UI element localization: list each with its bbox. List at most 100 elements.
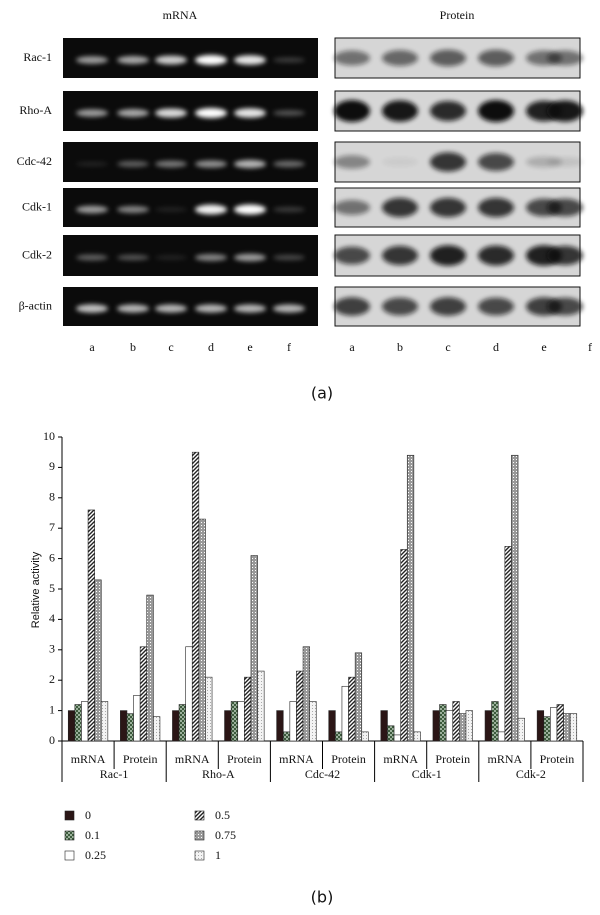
mrna-band <box>155 304 187 313</box>
x-tick-label: mRNA <box>71 752 106 766</box>
legend-label: 1 <box>215 848 221 862</box>
bar <box>439 704 447 742</box>
bar <box>536 710 545 742</box>
bar <box>67 710 76 742</box>
bar <box>459 713 467 742</box>
mrna-band <box>273 160 305 168</box>
y-axis-label: Relative activity <box>30 551 42 628</box>
bar <box>198 518 206 742</box>
mrna-band <box>76 109 108 117</box>
group-label: Rac-1 <box>100 767 129 781</box>
mrna-band <box>117 304 149 313</box>
x-tick-label: mRNA <box>383 752 418 766</box>
legend-swatch <box>64 850 75 861</box>
mrna-band <box>195 254 227 261</box>
protein-band <box>478 49 514 67</box>
bar <box>94 579 102 742</box>
protein-band <box>334 50 370 66</box>
bar <box>406 454 415 742</box>
bar <box>120 710 128 742</box>
protein-band <box>547 245 583 266</box>
row-label: Rac-1 <box>23 50 52 64</box>
x-tick-label: Protein <box>540 752 575 766</box>
lane-label: d <box>208 340 214 354</box>
bar <box>563 713 571 742</box>
legend-label: 0.25 <box>85 848 106 862</box>
bar <box>205 676 213 742</box>
mrna-band <box>234 253 266 262</box>
protein-band <box>547 100 583 122</box>
protein-band <box>430 101 466 121</box>
mrna-band <box>273 57 305 63</box>
protein-band <box>334 155 370 169</box>
protein-band <box>478 153 514 171</box>
group-label: Cdc-42 <box>305 767 340 781</box>
lane-label: f <box>287 340 291 354</box>
bar <box>393 734 401 742</box>
legend-label: 0.5 <box>215 808 230 822</box>
protein-band <box>478 100 514 122</box>
legend-label: 0.1 <box>85 828 100 842</box>
mrna-blot <box>63 142 318 182</box>
caption-a: (a) <box>311 384 333 403</box>
bar <box>172 710 180 742</box>
mrna-band <box>195 304 227 313</box>
mrna-band <box>117 206 149 213</box>
bar <box>497 731 506 742</box>
bar <box>237 701 245 742</box>
mrna-band <box>273 254 305 261</box>
bar <box>282 731 291 742</box>
mrna-band <box>273 110 305 116</box>
protein-band <box>430 297 466 316</box>
bar <box>361 731 369 742</box>
protein-band <box>382 157 418 167</box>
protein-band <box>430 197 466 218</box>
y-tick-label: 1 <box>49 702 55 716</box>
bar <box>511 454 519 742</box>
caption-b: (b) <box>311 888 334 907</box>
mrna-band <box>273 304 305 313</box>
bar <box>341 685 349 742</box>
bar <box>380 710 388 742</box>
mrna-band <box>195 160 227 168</box>
bar <box>146 594 154 742</box>
lane-label: a <box>89 340 95 354</box>
mrna-band <box>195 204 227 215</box>
protein-band <box>430 245 466 266</box>
protein-title: Protein <box>440 8 475 22</box>
bar <box>230 701 239 742</box>
bar <box>309 701 317 742</box>
bar <box>543 716 551 742</box>
bar <box>126 713 134 742</box>
protein-band <box>334 200 370 215</box>
protein-band <box>547 50 583 66</box>
bar <box>354 652 363 742</box>
x-tick-label: Protein <box>227 752 262 766</box>
mrna-band <box>117 56 149 64</box>
gel-panel: Rac-1 Rho-A Cdc-42 Cdk-1 Cdk-2 β-actin a a b b c c d… <box>17 37 592 354</box>
bar <box>445 710 454 742</box>
bar <box>133 695 141 742</box>
mrna-band <box>234 55 266 65</box>
legend-label: 0 <box>85 808 91 822</box>
mrna-band <box>76 56 108 64</box>
lane-label: b <box>130 340 136 354</box>
bar <box>550 707 558 742</box>
y-tick-label: 5 <box>49 581 55 595</box>
mrna-band <box>155 160 187 168</box>
mrna-band <box>195 108 227 118</box>
group-label: Cdk-1 <box>412 767 442 781</box>
protein-band <box>547 297 583 316</box>
legend-swatch <box>64 830 75 841</box>
mrna-band <box>155 55 187 65</box>
bar <box>328 710 336 742</box>
mrna-band <box>234 304 266 313</box>
mrna-band <box>195 55 227 65</box>
bar <box>81 701 89 742</box>
bar <box>289 701 297 742</box>
bar <box>302 646 310 742</box>
bar <box>185 646 193 742</box>
bar <box>504 546 512 742</box>
lane-label: d <box>493 340 499 354</box>
